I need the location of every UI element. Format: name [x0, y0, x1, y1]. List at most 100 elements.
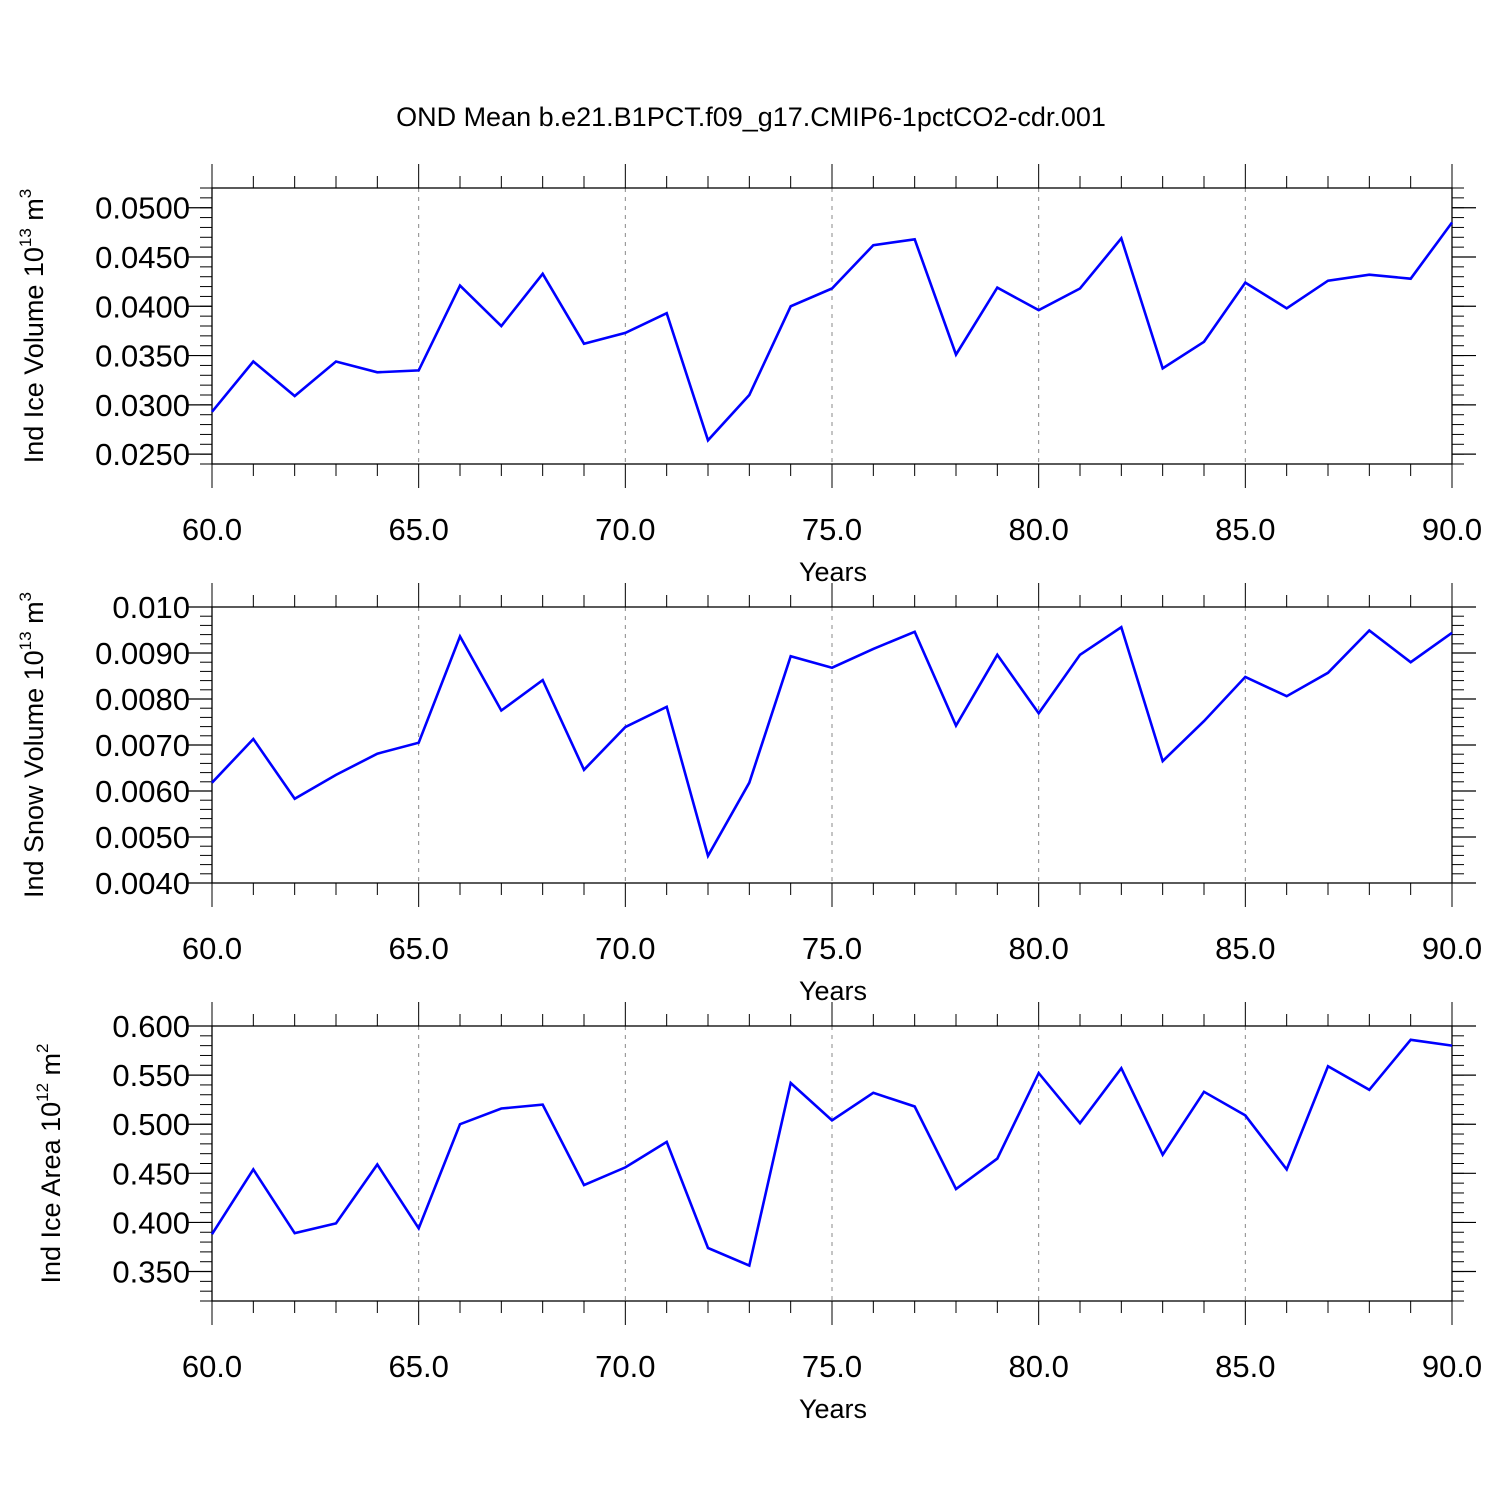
- x-tick-label: 75.0: [802, 512, 862, 547]
- data-point: [1078, 1121, 1082, 1125]
- data-point: [458, 634, 462, 638]
- data-point: [1367, 273, 1371, 277]
- data-point: [499, 1107, 503, 1111]
- data-point: [210, 410, 214, 414]
- y-tick-label: 0.0040: [95, 866, 190, 901]
- data-point: [293, 797, 297, 801]
- data-point: [954, 724, 958, 728]
- data-point: [582, 342, 586, 346]
- data-point: [334, 1221, 338, 1225]
- y-axis-label: Ind Ice Area 1012 m2: [33, 1043, 66, 1283]
- data-point: [417, 1226, 421, 1230]
- ice-area-panel: 0.350 0.400 0.450 0.500 0.550 0.600 60.0 65.0 70…: [33, 1002, 1482, 1424]
- series-line: [211, 625, 1453, 860]
- data-point: [789, 304, 793, 308]
- x-tick-label: 75.0: [802, 931, 862, 966]
- data-point: [747, 393, 751, 397]
- data-point: [210, 781, 214, 785]
- y-tick-label: 0.400: [112, 1205, 190, 1240]
- data-point: [417, 368, 421, 372]
- data-point: [871, 647, 875, 651]
- data-point: [582, 768, 586, 772]
- data-point: [582, 1183, 586, 1187]
- x-tick-label: 90.0: [1422, 512, 1482, 547]
- data-point: [334, 773, 338, 777]
- data-point: [830, 1118, 834, 1122]
- data-point: [706, 438, 710, 442]
- series-line: [210, 221, 1454, 443]
- data-point: [623, 725, 627, 729]
- data-point: [1409, 1038, 1413, 1042]
- data-point: [1326, 279, 1330, 283]
- data-point: [375, 370, 379, 374]
- x-tick-label: 80.0: [1008, 512, 1068, 547]
- y-axis-label: Ind Snow Volume 1013 m3: [16, 592, 49, 898]
- x-axis-label: Years: [799, 557, 867, 587]
- y-tick-label: 0.500: [112, 1107, 190, 1142]
- data-point: [789, 1081, 793, 1085]
- y-tick-label: 0.0300: [95, 388, 190, 423]
- data-point: [251, 737, 255, 741]
- data-point: [665, 705, 669, 709]
- data-point: [293, 1231, 297, 1235]
- y-tick-label: 0.600: [112, 1009, 190, 1044]
- data-point: [293, 394, 297, 398]
- data-point: [1161, 366, 1165, 370]
- data-point: [541, 678, 545, 682]
- y-tick-label: 0.0060: [95, 774, 190, 809]
- data-point: [1078, 653, 1082, 657]
- data-point: [375, 1162, 379, 1166]
- x-axis-label: Years: [799, 976, 867, 1006]
- data-point: [1326, 671, 1330, 675]
- data-point: [1450, 1044, 1454, 1048]
- x-tick-label: 65.0: [388, 512, 448, 547]
- data-point: [995, 1157, 999, 1161]
- data-point: [1037, 308, 1041, 312]
- data-point: [954, 1187, 958, 1191]
- data-point: [210, 1232, 214, 1236]
- data-point: [541, 1103, 545, 1107]
- data-point: [706, 854, 710, 858]
- data-point: [1119, 236, 1123, 240]
- data-point: [913, 1105, 917, 1109]
- x-tick-label: 70.0: [595, 1349, 655, 1384]
- data-point: [1078, 287, 1082, 291]
- data-point: [623, 1165, 627, 1169]
- x-tick-label: 65.0: [388, 931, 448, 966]
- data-point: [499, 709, 503, 713]
- data-point: [954, 353, 958, 357]
- y-tick-label: 0.0050: [95, 820, 190, 855]
- data-point: [1450, 221, 1454, 225]
- y-tick-label: 0.0070: [95, 728, 190, 763]
- data-point: [1367, 1088, 1371, 1092]
- data-point: [747, 781, 751, 785]
- data-point: [623, 331, 627, 335]
- y-tick-label: 0.010: [112, 590, 190, 625]
- data-point: [665, 311, 669, 315]
- x-tick-label: 70.0: [595, 512, 655, 547]
- data-point: [995, 653, 999, 657]
- x-tick-label: 80.0: [1008, 1349, 1068, 1384]
- data-point: [1367, 628, 1371, 632]
- data-point: [1450, 631, 1454, 635]
- data-point: [913, 630, 917, 634]
- x-tick-label: 90.0: [1422, 1349, 1482, 1384]
- data-point: [251, 359, 255, 363]
- data-point: [1243, 281, 1247, 285]
- data-point: [706, 1246, 710, 1250]
- data-point: [1119, 1066, 1123, 1070]
- data-point: [1202, 719, 1206, 723]
- data-point: [1243, 1113, 1247, 1117]
- data-point: [830, 287, 834, 291]
- x-tick-label: 60.0: [182, 931, 242, 966]
- data-point: [1202, 1090, 1206, 1094]
- x-tick-label: 80.0: [1008, 931, 1068, 966]
- data-point: [1243, 675, 1247, 679]
- data-point: [458, 284, 462, 288]
- x-tick-label: 85.0: [1215, 931, 1275, 966]
- ice-volume-panel: 0.0250 0.0300 0.0350 0.0400 0.0450 0.0500 60.0…: [16, 164, 1482, 587]
- data-point: [747, 1264, 751, 1268]
- x-tick-label: 70.0: [595, 931, 655, 966]
- data-point: [830, 666, 834, 670]
